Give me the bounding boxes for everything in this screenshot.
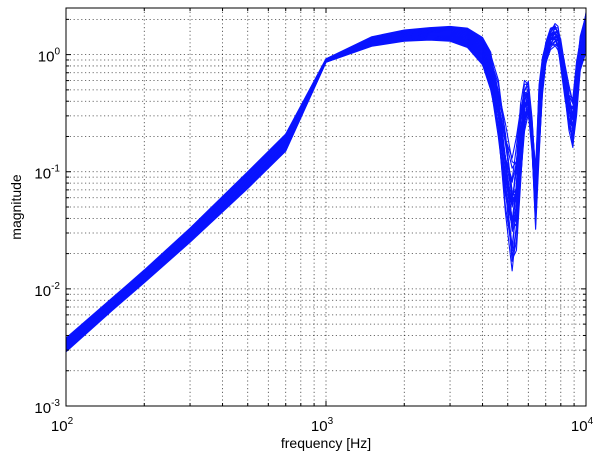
x-tick-label: 104 [571,416,594,435]
y-tick-labels: 10-3 10-2 10-1 100 [34,47,60,417]
y-axis-label: magnitude [8,174,24,240]
x-tick-label: 103 [311,416,334,435]
x-tick-label: 102 [51,416,74,435]
y-tick-label: 10-1 [34,164,60,183]
y-tick-label: 10-2 [34,281,60,300]
x-tick-labels: 102 103 104 [51,416,594,435]
x-axis-label: frequency [Hz] [281,435,371,451]
response-curve [65,12,587,339]
tick-marks [65,8,586,407]
y-tick-label: 10-3 [34,398,60,417]
series-lines [65,12,587,353]
y-tick-label: 100 [38,47,61,66]
